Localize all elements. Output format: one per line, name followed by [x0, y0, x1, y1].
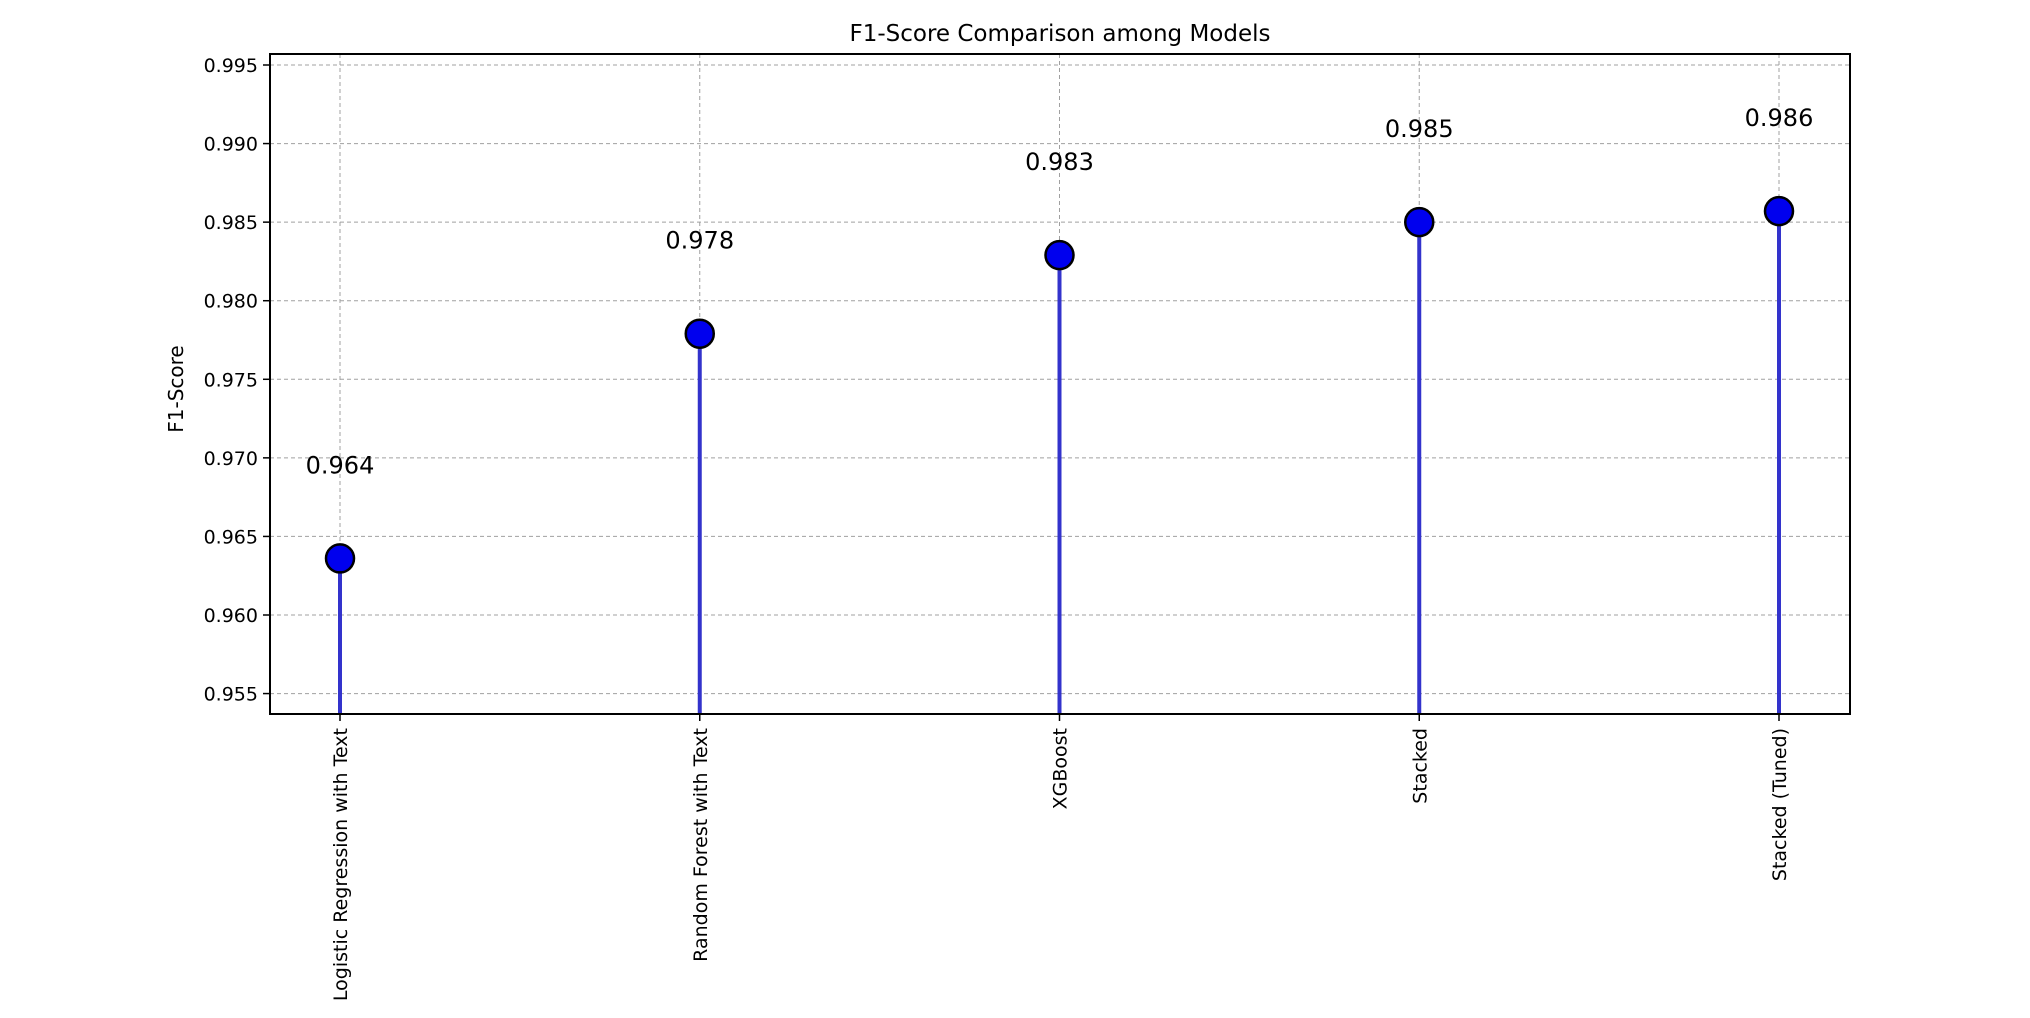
x-tick-label: Stacked — [1409, 728, 1431, 804]
plot-area-frame — [269, 53, 1851, 715]
y-axis-label: F1-Score — [164, 345, 188, 432]
y-tick-label: 0.980 — [204, 291, 258, 313]
x-tick-label: Logistic Regression with Text — [330, 728, 352, 1001]
value-labels: 0.964 0.978 0.983 0.985 0.986 — [306, 104, 1814, 479]
data-point-marker — [1044, 239, 1075, 271]
y-tick-label: 0.965 — [204, 526, 258, 548]
chart-title: F1-Score Comparison among Models — [849, 21, 1270, 47]
y-tick-label: 0.975 — [204, 369, 258, 391]
data-value-label: 0.983 — [1025, 148, 1094, 176]
y-tick-label: 0.990 — [204, 134, 258, 156]
data-point-marker — [1404, 206, 1435, 238]
y-tick-label: 0.955 — [204, 684, 258, 706]
x-axis-ticks: Logistic Regression with Text Random Fore… — [330, 714, 1791, 1001]
data-point-marker — [324, 543, 356, 574]
data-value-label: 0.985 — [1385, 115, 1454, 143]
y-tick-label: 0.995 — [204, 55, 258, 77]
data-value-label: 0.986 — [1745, 104, 1814, 132]
markers — [324, 195, 1795, 574]
data-value-label: 0.964 — [306, 451, 375, 479]
stems — [338, 211, 1781, 714]
y-tick-label: 0.985 — [204, 212, 258, 234]
data-point-marker — [684, 318, 715, 349]
y-tick-label: 0.960 — [204, 605, 258, 627]
data-point-marker — [1763, 195, 1795, 227]
y-axis-ticks: 0.955 0.960 0.965 0.970 0.975 0.980 0.985 0.990… — [204, 55, 270, 706]
y-tick-label: 0.970 — [204, 448, 258, 470]
x-tick-label: XGBoost — [1050, 728, 1072, 809]
x-tick-label: Random Forest with Text — [690, 728, 712, 962]
x-tick-label: Stacked (Tuned) — [1769, 728, 1791, 881]
data-value-label: 0.978 — [665, 227, 734, 255]
